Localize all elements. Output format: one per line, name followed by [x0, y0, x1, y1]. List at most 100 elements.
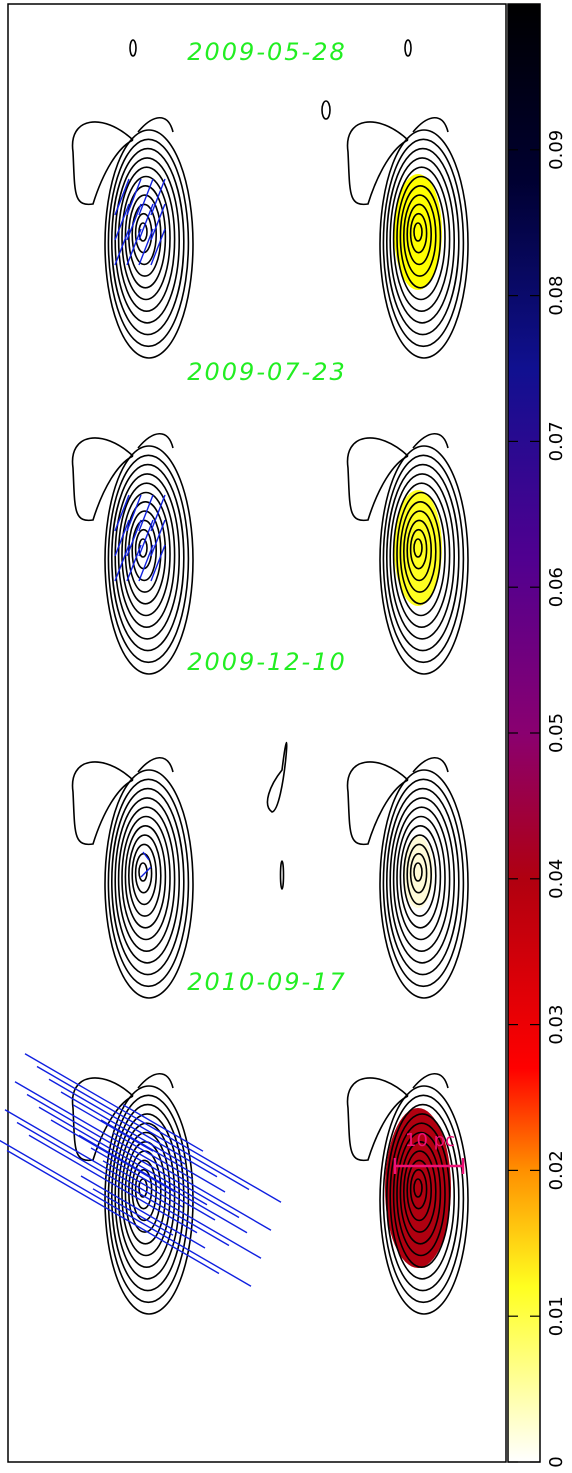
- polarization-vector: [138, 544, 154, 582]
- contour: [389, 797, 456, 964]
- contour-lobe: [137, 116, 174, 133]
- contour: [382, 454, 465, 664]
- polarization-vector: [126, 178, 142, 216]
- polarization-vector: [114, 228, 130, 266]
- polarization-vector: [138, 519, 154, 557]
- contour: [379, 1085, 469, 1315]
- contour-lobe: [137, 756, 174, 773]
- contour: [399, 500, 442, 605]
- colorbar-tick-label: 0.02: [546, 1150, 567, 1190]
- contour: [124, 500, 167, 605]
- contour-lobe: [71, 1077, 134, 1162]
- maps: [0, 39, 469, 1315]
- contour: [402, 834, 437, 917]
- contour: [279, 860, 285, 890]
- polarization-vector: [114, 178, 130, 216]
- contour-lobe: [71, 761, 134, 846]
- polarization-vector: [38, 1106, 208, 1206]
- contour-lobe: [412, 432, 449, 449]
- contour: [129, 39, 137, 57]
- polarization-vector: [112, 1132, 194, 1180]
- contour: [409, 528, 428, 570]
- contour: [409, 212, 428, 254]
- contour: [104, 129, 194, 359]
- contour: [107, 138, 190, 348]
- contour: [406, 203, 433, 266]
- contour: [413, 222, 423, 242]
- contour: [121, 815, 171, 941]
- colorbar-tick-label: 0.05: [546, 713, 567, 753]
- contour: [389, 1113, 456, 1280]
- polarization-vector: [150, 178, 166, 216]
- contour: [382, 1094, 465, 1304]
- contour: [114, 157, 180, 324]
- contour: [406, 843, 433, 906]
- contour: [117, 482, 176, 629]
- contour: [266, 741, 288, 813]
- polarization-vector: [140, 866, 152, 878]
- polarization-vector: [4, 1109, 262, 1259]
- polarization-vector: [138, 178, 154, 216]
- contour: [124, 185, 167, 289]
- contour: [107, 454, 190, 664]
- contour-lobe: [412, 756, 449, 773]
- contour: [131, 203, 157, 266]
- polarization-vector: [138, 203, 154, 241]
- polarization-vector: [16, 1121, 230, 1247]
- contour: [385, 147, 460, 336]
- contour: [392, 166, 451, 312]
- epoch-label: 2009-07-23: [187, 358, 346, 386]
- polarization-vector: [72, 1104, 154, 1152]
- contour-lobe: [412, 1072, 449, 1089]
- contour-lobe: [412, 116, 449, 133]
- colorbar-tick-label: 0.03: [546, 1005, 567, 1045]
- contour: [399, 1141, 442, 1245]
- polarization-vector: [114, 203, 130, 241]
- contour: [114, 797, 180, 964]
- contour: [413, 1178, 423, 1198]
- contour: [321, 100, 331, 120]
- colorbar-tick-label: 0.07: [546, 421, 567, 461]
- contour: [406, 519, 433, 582]
- polarization-vector: [28, 1134, 198, 1234]
- contour: [399, 824, 442, 929]
- polarization-vector: [0, 1139, 252, 1287]
- contour: [396, 175, 446, 301]
- colorbar-tick-label: 0.04: [546, 859, 567, 899]
- contour-lobe: [137, 1072, 174, 1089]
- polarization-vector: [50, 1119, 176, 1193]
- contour: [107, 778, 190, 988]
- contour: [138, 862, 148, 882]
- contour: [382, 778, 465, 988]
- polarization-vector: [126, 228, 142, 266]
- contour: [117, 1122, 176, 1268]
- polarization-vector: [114, 519, 130, 557]
- map-frame: [7, 3, 507, 1463]
- scale-bar-label: 10 pc: [405, 1130, 455, 1151]
- contour: [131, 843, 157, 906]
- contour: [379, 445, 469, 675]
- contour: [121, 491, 171, 617]
- contour: [114, 473, 180, 640]
- epoch-label: 2010-09-17: [187, 968, 346, 996]
- contour: [134, 212, 153, 254]
- polarization-vector: [26, 1093, 240, 1219]
- polarization-vector: [150, 494, 166, 532]
- contour: [128, 834, 162, 917]
- polarization-vector: [60, 1091, 186, 1165]
- polarization-vector: [150, 544, 166, 582]
- polarization-vector: [114, 494, 130, 532]
- contour: [124, 824, 167, 929]
- contour: [379, 769, 469, 999]
- colorbar-tick-label: 0: [546, 1456, 567, 1467]
- polarization-vector: [14, 1081, 272, 1231]
- contour-lobe: [346, 437, 409, 522]
- epoch-label: 2009-05-28: [187, 38, 346, 66]
- contour: [404, 39, 412, 57]
- contour: [409, 852, 428, 894]
- polarization-vector: [92, 1188, 174, 1236]
- contour: [379, 129, 469, 359]
- polarization-vector: [48, 1078, 218, 1178]
- polarization-vector: [114, 544, 130, 582]
